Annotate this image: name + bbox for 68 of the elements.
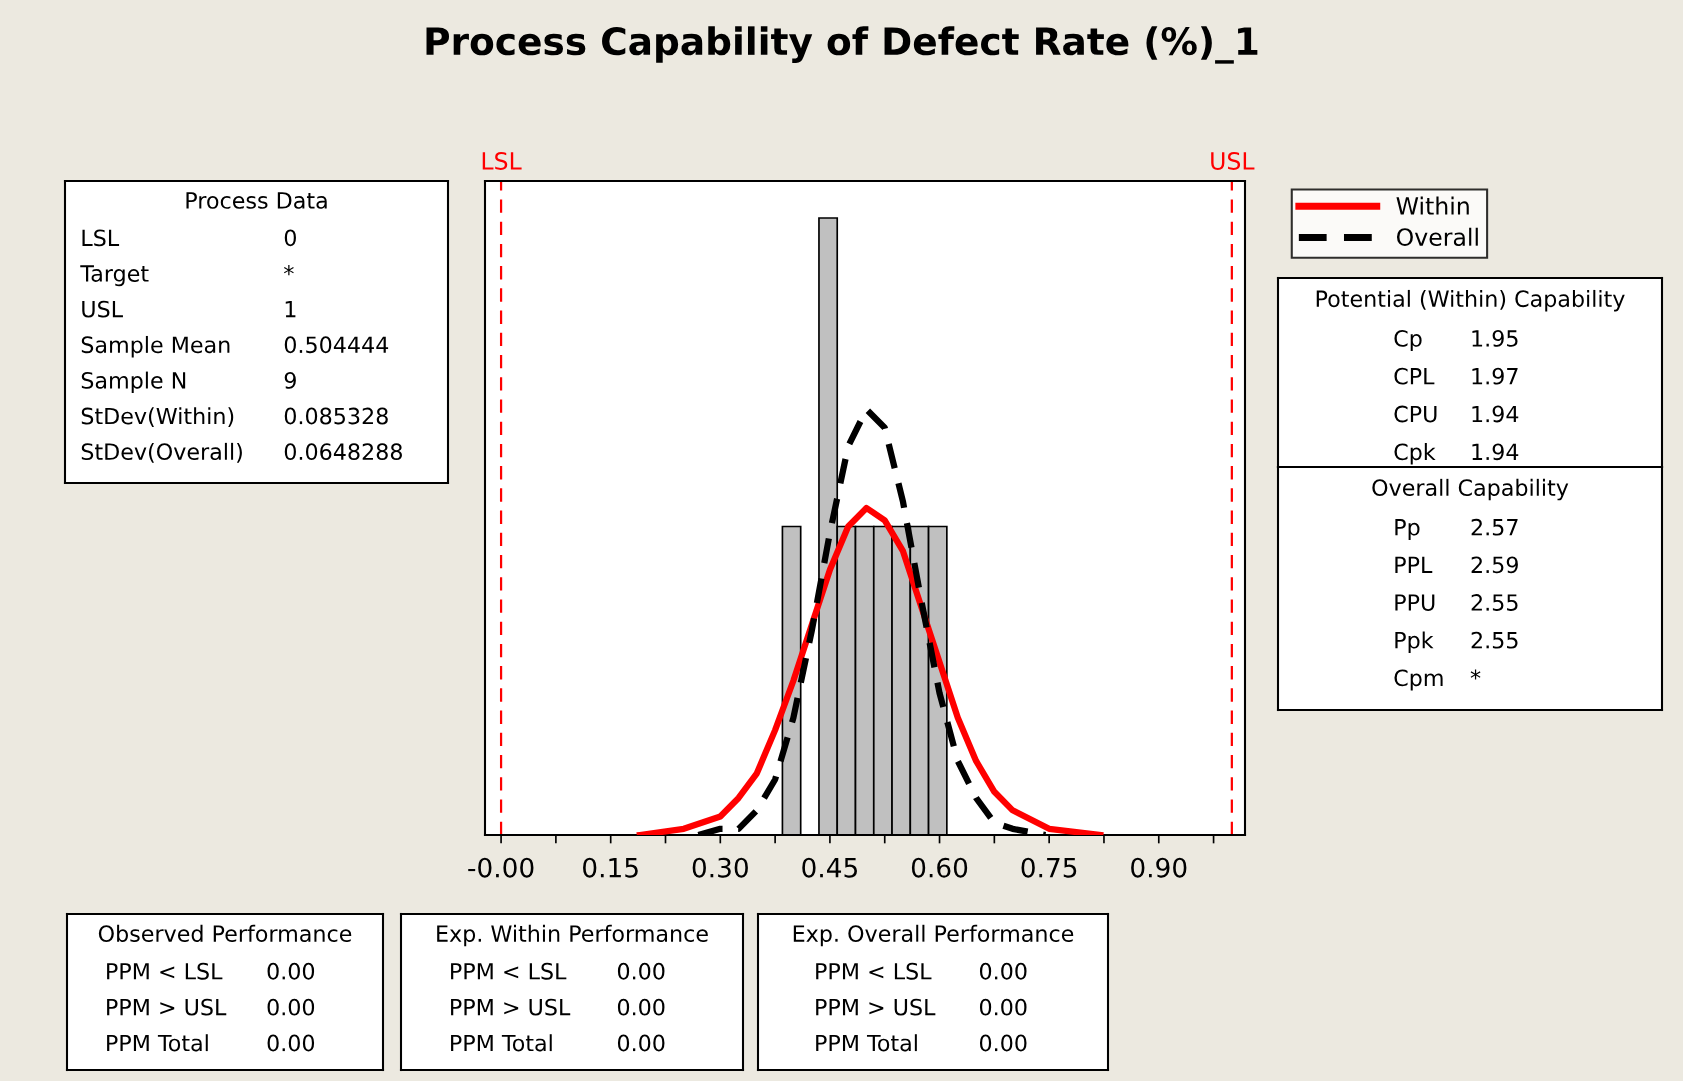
ref-line-label: LSL bbox=[482, 152, 522, 170]
text: 0.00 bbox=[979, 998, 1027, 1016]
x-tick-label: 0.15 bbox=[583, 857, 638, 878]
text: Process Data bbox=[186, 192, 327, 209]
x-tick-label: 0.45 bbox=[802, 857, 857, 878]
text: PPM Total bbox=[451, 1034, 552, 1052]
text: 0.00 bbox=[617, 998, 665, 1016]
text: 0.00 bbox=[979, 1034, 1027, 1052]
x-tick-label: 0.90 bbox=[1131, 857, 1187, 878]
text: Ppk bbox=[1395, 631, 1434, 653]
text: Cpk bbox=[1394, 443, 1436, 465]
text: 0.00 bbox=[617, 962, 665, 980]
text: * bbox=[283, 265, 294, 276]
text: 1.94 bbox=[1472, 443, 1519, 461]
text: PPL bbox=[1395, 556, 1433, 573]
text: PPM > USL bbox=[816, 998, 936, 1016]
text: PPM > USL bbox=[107, 998, 227, 1016]
text: Pp bbox=[1395, 519, 1420, 540]
text: 1.95 bbox=[1472, 330, 1518, 347]
text: CPL bbox=[1394, 367, 1435, 385]
text: Sample N bbox=[81, 371, 186, 394]
text: 0.504444 bbox=[284, 336, 389, 354]
text: 2.55 bbox=[1471, 631, 1518, 649]
text: PPM Total bbox=[107, 1034, 208, 1052]
text: 1.97 bbox=[1472, 367, 1518, 385]
text: Observed Performance bbox=[98, 924, 352, 942]
text: 2.59 bbox=[1471, 556, 1518, 574]
legend-label: Overall bbox=[1396, 227, 1478, 247]
text: 0.00 bbox=[617, 1034, 665, 1052]
text: 0.00 bbox=[267, 998, 315, 1016]
chart-title: Process Capability of Defect Rate (%)_1 bbox=[426, 26, 1258, 64]
text: Overall Capability bbox=[1372, 478, 1569, 501]
text: 0.0648288 bbox=[284, 443, 402, 461]
text: 2.57 bbox=[1471, 518, 1518, 536]
text: PPU bbox=[1395, 594, 1435, 611]
text: Potential (Within) Capability bbox=[1316, 289, 1625, 312]
text: 0.00 bbox=[267, 1034, 315, 1052]
text: Exp. Within Performance bbox=[437, 924, 708, 947]
text: CPU bbox=[1394, 405, 1437, 423]
text: 9 bbox=[284, 371, 296, 389]
text: PPM < LSL bbox=[107, 962, 223, 980]
text: PPM < LSL bbox=[451, 962, 567, 980]
x-tick-label: 0.30 bbox=[692, 857, 748, 878]
text: LSL bbox=[82, 229, 120, 247]
text: StDev(Within) bbox=[81, 407, 234, 428]
text: Cp bbox=[1394, 330, 1422, 352]
legend-label: Within bbox=[1396, 196, 1469, 215]
text: StDev(Overall) bbox=[81, 442, 242, 463]
text: 0.00 bbox=[267, 962, 315, 980]
text: Target bbox=[80, 265, 149, 287]
text: 1 bbox=[285, 301, 296, 318]
x-tick-label: 0.60 bbox=[911, 857, 968, 878]
text: 2.55 bbox=[1471, 594, 1518, 611]
text: PPM > USL bbox=[451, 998, 571, 1016]
text: Sample Mean bbox=[81, 335, 230, 358]
text: PPM Total bbox=[816, 1034, 917, 1052]
text: Cpm bbox=[1394, 669, 1443, 691]
text: 0 bbox=[284, 229, 296, 247]
x-tick-label: -0.00 bbox=[468, 857, 534, 878]
text: 0.085328 bbox=[284, 407, 388, 425]
text: 0.00 bbox=[979, 962, 1027, 980]
text: PPM < LSL bbox=[816, 962, 932, 980]
x-tick-label: 0.75 bbox=[1021, 857, 1077, 878]
text: USL bbox=[82, 300, 123, 318]
text: Exp. Overall Performance bbox=[793, 924, 1074, 947]
ref-line-label: USL bbox=[1211, 152, 1255, 170]
text: 1.94 bbox=[1472, 405, 1519, 423]
text: * bbox=[1470, 669, 1481, 680]
